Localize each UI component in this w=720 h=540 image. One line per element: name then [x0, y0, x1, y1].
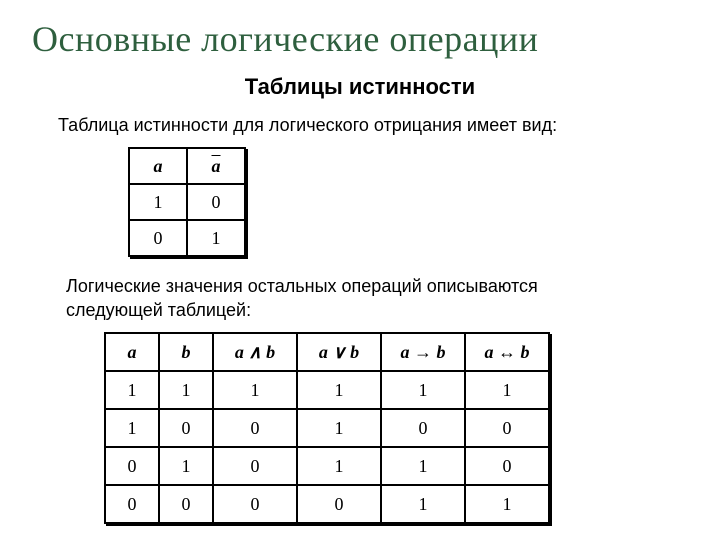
- cell: 0: [465, 447, 549, 485]
- cell: 0: [105, 447, 159, 485]
- table-row: 0 1: [129, 220, 245, 256]
- table-row: 0 1 0 1 1 0: [105, 447, 549, 485]
- cell: 0: [213, 485, 297, 523]
- col-header-a: a: [129, 148, 187, 184]
- ops-table-wrapper: a b a ∧ b a ∨ b a → b a ↔ b 1 1 1 1 1 1 …: [104, 332, 688, 524]
- slide: Основные логические операции Таблицы ист…: [0, 0, 720, 540]
- cell: 1: [297, 409, 381, 447]
- cell: 1: [381, 371, 465, 409]
- table-row: 1 1 1 1 1 1: [105, 371, 549, 409]
- cell: 1: [297, 371, 381, 409]
- col-header-impl: a → b: [381, 333, 465, 371]
- negation-table: a a 1 0 0 1: [128, 147, 246, 257]
- table-header-row: a b a ∧ b a ∨ b a → b a ↔ b: [105, 333, 549, 371]
- cell: 0: [213, 447, 297, 485]
- col-header-or: a ∨ b: [297, 333, 381, 371]
- cell: 0: [159, 409, 213, 447]
- cell: 1: [381, 485, 465, 523]
- cell: 1: [213, 371, 297, 409]
- paragraph-ops: Логические значения остальных операций о…: [66, 275, 626, 322]
- col-header-iff: a ↔ b: [465, 333, 549, 371]
- cell: 1: [465, 485, 549, 523]
- table-row: 1 0 0 1 0 0: [105, 409, 549, 447]
- cell: 0: [129, 220, 187, 256]
- paragraph-negation: Таблица истинности для логического отриц…: [58, 114, 688, 137]
- cell: 0: [297, 485, 381, 523]
- cell: 0: [159, 485, 213, 523]
- cell: 0: [213, 409, 297, 447]
- page-title: Основные логические операции: [32, 18, 688, 60]
- negation-table-wrapper: a a 1 0 0 1: [128, 147, 688, 257]
- subtitle: Таблицы истинности: [32, 74, 688, 100]
- cell: 1: [129, 184, 187, 220]
- ops-table: a b a ∧ b a ∨ b a → b a ↔ b 1 1 1 1 1 1 …: [104, 332, 550, 524]
- table-row: 0 0 0 0 1 1: [105, 485, 549, 523]
- table-header-row: a a: [129, 148, 245, 184]
- cell: 0: [105, 485, 159, 523]
- col-header-a: a: [105, 333, 159, 371]
- cell: 1: [105, 371, 159, 409]
- cell: 1: [465, 371, 549, 409]
- cell: 0: [381, 409, 465, 447]
- cell: 1: [187, 220, 245, 256]
- cell: 1: [381, 447, 465, 485]
- col-header-not-a: a: [187, 148, 245, 184]
- table-row: 1 0: [129, 184, 245, 220]
- cell: 1: [105, 409, 159, 447]
- col-header-and: a ∧ b: [213, 333, 297, 371]
- cell: 0: [187, 184, 245, 220]
- cell: 1: [159, 371, 213, 409]
- cell: 1: [159, 447, 213, 485]
- col-header-b: b: [159, 333, 213, 371]
- cell: 1: [297, 447, 381, 485]
- cell: 0: [465, 409, 549, 447]
